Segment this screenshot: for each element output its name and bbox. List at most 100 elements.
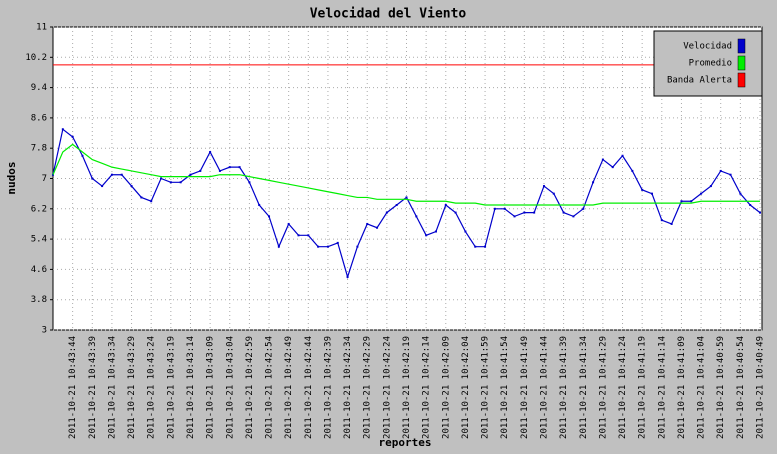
point-marker bbox=[81, 154, 84, 157]
x-tick-label: 2011-10-21 10:43:29 bbox=[127, 336, 137, 439]
x-tick-label: 2011-10-21 10:40:49 bbox=[756, 336, 766, 439]
y-tick-label: 4.6 bbox=[31, 265, 47, 275]
point-marker bbox=[268, 215, 271, 218]
x-tick-label: 2011-10-21 10:40:54 bbox=[736, 336, 746, 439]
point-marker bbox=[444, 204, 447, 207]
point-marker bbox=[582, 207, 585, 210]
grid bbox=[50, 26, 762, 331]
y-tick-label: 10.2 bbox=[25, 53, 47, 63]
point-marker bbox=[356, 245, 359, 248]
point-marker bbox=[680, 200, 683, 203]
x-tick-label: 2011-10-21 10:42:14 bbox=[422, 336, 432, 439]
legend-label: Promedio bbox=[689, 59, 732, 69]
point-marker bbox=[71, 135, 74, 138]
y-axis-title: nudos bbox=[5, 161, 18, 194]
x-tick-label: 2011-10-21 10:43:19 bbox=[166, 336, 176, 439]
point-marker bbox=[199, 169, 202, 172]
x-tick-label: 2011-10-21 10:42:29 bbox=[363, 336, 373, 439]
x-tick-label: 2011-10-21 10:42:39 bbox=[323, 336, 333, 439]
point-marker bbox=[395, 204, 398, 207]
point-marker bbox=[709, 185, 712, 188]
legend: Velocidad Promedio Banda Alerta bbox=[653, 30, 763, 97]
y-tick-label: 5.4 bbox=[31, 235, 47, 245]
legend-swatch bbox=[737, 38, 746, 54]
point-marker bbox=[454, 211, 457, 214]
x-tick-label: 2011-10-21 10:41:34 bbox=[579, 336, 589, 439]
x-tick-label: 2011-10-21 10:43:09 bbox=[206, 336, 216, 439]
point-marker bbox=[258, 204, 261, 207]
x-tick-label: 2011-10-21 10:42:24 bbox=[382, 336, 392, 439]
point-marker bbox=[749, 204, 752, 207]
x-tick-label: 2011-10-21 10:41:44 bbox=[539, 336, 549, 439]
point-marker bbox=[336, 241, 339, 244]
point-marker bbox=[209, 150, 212, 153]
point-marker bbox=[415, 215, 418, 218]
x-tick-label: 2011-10-21 10:41:49 bbox=[520, 336, 530, 439]
point-marker bbox=[503, 207, 506, 210]
point-marker bbox=[326, 245, 329, 248]
point-marker bbox=[101, 185, 104, 188]
point-marker bbox=[110, 173, 113, 176]
point-marker bbox=[238, 166, 241, 169]
point-marker bbox=[542, 185, 545, 188]
point-marker bbox=[218, 169, 221, 172]
x-tick-label: 2011-10-21 10:43:34 bbox=[107, 336, 117, 439]
point-marker bbox=[287, 222, 290, 225]
x-tick-label: 2011-10-21 10:42:49 bbox=[284, 336, 294, 439]
x-tick-label: 2011-10-21 10:41:39 bbox=[559, 336, 569, 439]
point-marker bbox=[533, 211, 536, 214]
y-tick-label: 9.4 bbox=[31, 83, 47, 93]
point-marker bbox=[307, 234, 310, 237]
x-tick-label: 2011-10-21 10:41:24 bbox=[618, 336, 628, 439]
point-marker bbox=[621, 154, 624, 157]
y-tick-label: 11 bbox=[36, 23, 47, 33]
x-tick-label: 2011-10-21 10:42:34 bbox=[343, 336, 353, 439]
point-marker bbox=[189, 173, 192, 176]
x-tick-label: 2011-10-21 10:42:59 bbox=[245, 336, 255, 439]
legend-label: Banda Alerta bbox=[667, 76, 732, 86]
point-marker bbox=[366, 222, 369, 225]
point-marker bbox=[719, 169, 722, 172]
point-marker bbox=[140, 196, 143, 199]
point-marker bbox=[572, 215, 575, 218]
plot bbox=[52, 64, 762, 280]
point-marker bbox=[297, 234, 300, 237]
x-tick-label: 2011-10-21 10:41:09 bbox=[677, 336, 687, 439]
point-marker bbox=[474, 245, 477, 248]
point-marker bbox=[248, 181, 251, 184]
x-tick-label: 2011-10-21 10:42:04 bbox=[461, 336, 471, 439]
x-tick-label: 2011-10-21 10:42:54 bbox=[265, 336, 275, 439]
x-axis-title: reportes bbox=[379, 436, 432, 449]
x-tick-label: 2011-10-21 10:43:14 bbox=[186, 336, 196, 439]
chart-title: Velocidad del Viento bbox=[310, 7, 467, 22]
point-marker bbox=[660, 219, 663, 222]
point-marker bbox=[592, 181, 595, 184]
y-tick-label: 6.2 bbox=[31, 204, 47, 214]
x-tick-label: 2011-10-21 10:41:14 bbox=[657, 336, 667, 439]
legend-label: Velocidad bbox=[683, 42, 732, 52]
y-tick-label: 7.8 bbox=[31, 144, 47, 154]
point-marker bbox=[169, 181, 172, 184]
point-marker bbox=[385, 211, 388, 214]
x-tick-label: 2011-10-21 10:42:09 bbox=[441, 336, 451, 439]
point-marker bbox=[739, 192, 742, 195]
x-tick-label: 2011-10-21 10:41:04 bbox=[697, 336, 707, 439]
point-marker bbox=[601, 158, 604, 161]
x-tick-label: 2011-10-21 10:43:39 bbox=[88, 336, 98, 439]
point-marker bbox=[700, 192, 703, 195]
legend-swatch bbox=[737, 55, 746, 71]
x-tick-label: 2011-10-21 10:43:04 bbox=[225, 336, 235, 439]
point-marker bbox=[562, 211, 565, 214]
point-marker bbox=[91, 177, 94, 180]
x-tick-label: 2011-10-21 10:42:44 bbox=[304, 336, 314, 439]
point-marker bbox=[130, 185, 133, 188]
legend-swatch bbox=[737, 72, 746, 88]
point-marker bbox=[346, 275, 349, 278]
point-marker bbox=[464, 230, 467, 233]
point-marker bbox=[631, 169, 634, 172]
x-tick-label: 2011-10-21 10:41:19 bbox=[638, 336, 648, 439]
x-tick-label: 2011-10-21 10:43:44 bbox=[68, 336, 78, 439]
point-marker bbox=[179, 181, 182, 184]
x-tick-label: 2011-10-21 10:43:24 bbox=[147, 336, 157, 439]
